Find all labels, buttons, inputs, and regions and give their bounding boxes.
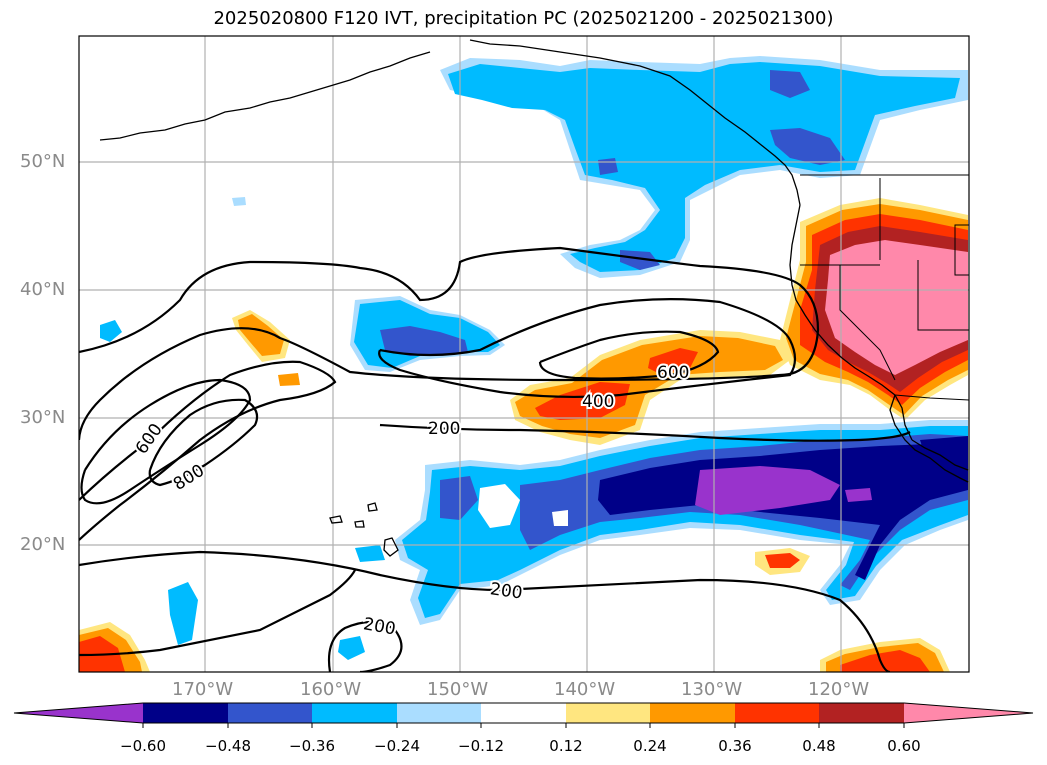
- lon-label-120w: 120°W: [808, 679, 870, 700]
- contour-400-east: [378, 298, 797, 399]
- borders: [800, 174, 969, 401]
- contour-200-south: [79, 550, 891, 672]
- contour-200-east: [379, 423, 911, 442]
- colorbar-tick-label: −0.36: [289, 737, 335, 755]
- precip-region-west-spot: [278, 373, 300, 386]
- precip-region-coast-pink: [825, 240, 968, 375]
- colorbar-tick-label: 0.60: [887, 737, 921, 755]
- graticule: [79, 36, 969, 672]
- coast-baja: [889, 394, 969, 483]
- lat-label-50n: 50°N: [20, 151, 66, 172]
- coast-mexico: [911, 439, 969, 471]
- colorbar-seg-1: [228, 703, 312, 723]
- lon-label-150w: 150°W: [427, 679, 489, 700]
- coast-hawaii-4: [383, 537, 399, 557]
- map-title: 2025020800 F120 IVT, precipitation PC (2…: [213, 8, 834, 29]
- precip-region-sw-spot-3: [355, 545, 385, 562]
- colorbar-tick-label: −0.48: [205, 737, 251, 755]
- precip-region-north-dark-4: [598, 158, 618, 175]
- colorbar-seg-0: [143, 703, 228, 723]
- precip-region-south-navy: [598, 444, 968, 580]
- coast-aleutians: [99, 51, 431, 141]
- plot-frame: [78, 35, 970, 673]
- precip-region-north-blue: [448, 62, 960, 272]
- precip-region-sw-spot-1: [168, 582, 198, 645]
- ivt-contours: [79, 246, 911, 672]
- contour-label-400: 400: [582, 392, 614, 412]
- lat-label-20n: 20°N: [20, 534, 66, 555]
- lon-label-170w: 170°W: [172, 679, 234, 700]
- precip-positive-regions: [79, 198, 968, 672]
- precip-region-south-purple: [695, 466, 840, 515]
- contour-label-200-mid: 200: [428, 419, 460, 439]
- contour-800: [148, 398, 259, 487]
- colorbar-extend-right: [904, 703, 1033, 723]
- colorbar-tick-label: 0.24: [633, 737, 667, 755]
- border-state-5: [954, 224, 969, 276]
- coastlines: [99, 39, 969, 557]
- precip-region-south-gap: [478, 484, 520, 528]
- precip-region-bottom-right-red: [840, 650, 930, 672]
- border-state-4: [917, 260, 969, 331]
- colorbar-extend-left: [14, 703, 143, 723]
- colorbar-seg-5: [566, 703, 650, 723]
- lat-label-30n: 30°N: [20, 407, 66, 428]
- precip-negative-regions: [100, 56, 968, 660]
- contour-label-600-east: 600: [657, 363, 689, 383]
- precip-region-band-red: [535, 382, 630, 420]
- colorbar-tick-label: −0.12: [458, 737, 504, 755]
- colorbar-seg-7: [735, 703, 819, 723]
- colorbar-seg-6: [650, 703, 735, 723]
- precip-region-north-dark-3: [620, 250, 660, 270]
- lon-label-140w: 140°W: [554, 679, 616, 700]
- border-us-mexico: [894, 394, 969, 401]
- coast-hawaii-1: [329, 515, 343, 524]
- coast-alaska-south: [469, 39, 716, 111]
- colorbar-seg-4: [481, 703, 566, 723]
- precip-region-south-purple-2: [845, 488, 872, 502]
- coast-bc-panhandle: [714, 109, 801, 206]
- contour-400: [79, 360, 337, 541]
- colorbar: [13, 702, 1034, 728]
- precip-region-north-dark-2: [770, 70, 810, 98]
- precip-region-spot-125w-inner: [765, 553, 800, 568]
- precip-region-south-dark-2: [440, 476, 478, 520]
- border-state-3: [839, 265, 896, 381]
- contour-200-mid: [79, 569, 356, 657]
- precip-region-sw-spot-4: [232, 197, 246, 206]
- colorbar-tick-label: 0.12: [549, 737, 583, 755]
- lon-label-130w: 130°W: [681, 679, 743, 700]
- contour-200-south-loop: [327, 620, 403, 672]
- colorbar-tick-label: −0.60: [120, 737, 166, 755]
- colorbar-tick-label: −0.24: [374, 737, 420, 755]
- colorbar-tick-label: 0.36: [718, 737, 752, 755]
- coast-hawaii-2: [354, 520, 365, 528]
- coast-hawaii-3: [367, 502, 378, 512]
- precip-region-sw-spot-2: [338, 636, 365, 660]
- precip-region-central-dark: [380, 326, 468, 356]
- precip-region-band-red-2: [648, 348, 698, 374]
- colorbar-tick-label: 0.48: [802, 737, 836, 755]
- precip-region-west-orange: [238, 314, 284, 356]
- colorbar-seg-3: [397, 703, 481, 723]
- contour-600-east: [538, 330, 720, 380]
- precip-region-south-gap-2: [552, 510, 568, 526]
- coast-us-west: [789, 204, 913, 441]
- precip-region-west-spot: [100, 320, 122, 342]
- colorbar-seg-8: [819, 703, 904, 723]
- contour-200-north: [79, 246, 820, 441]
- lon-label-160w: 160°W: [300, 679, 362, 700]
- contour-600: [80, 378, 252, 505]
- precip-region-north-dark: [770, 128, 845, 165]
- lat-label-40n: 40°N: [20, 279, 66, 300]
- colorbar-seg-2: [312, 703, 397, 723]
